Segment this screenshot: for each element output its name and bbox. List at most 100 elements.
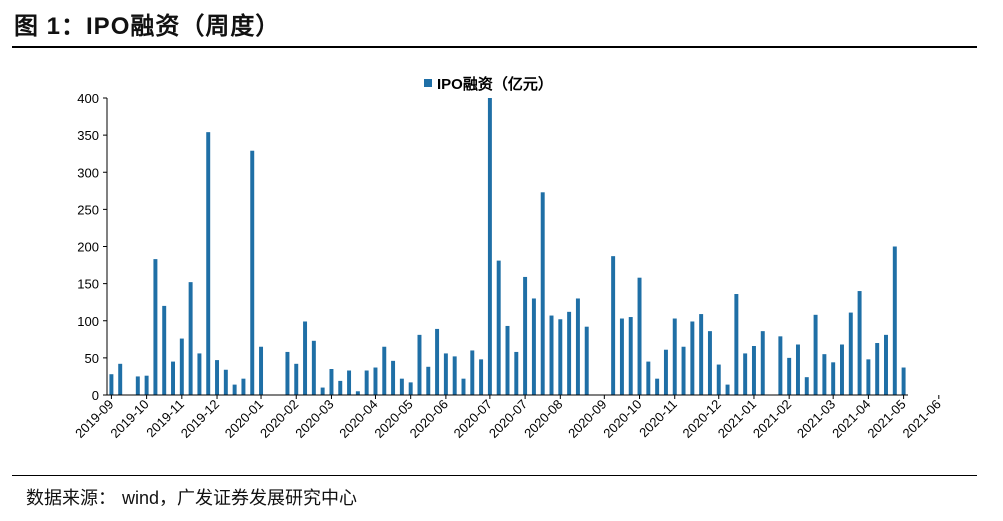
x-tick-label: 2020-07 — [451, 397, 495, 441]
bar — [109, 374, 114, 395]
bar — [619, 318, 624, 395]
x-tick-label: 2020-04 — [336, 397, 380, 441]
bar — [681, 346, 686, 395]
bar — [408, 382, 413, 395]
x-tick-label: 2020-10 — [600, 397, 644, 441]
bar — [364, 370, 369, 395]
bar — [778, 336, 783, 395]
bar — [135, 376, 140, 395]
bar — [549, 315, 554, 395]
bar — [707, 331, 712, 395]
bar — [646, 361, 651, 395]
bar — [690, 321, 695, 395]
x-tick-label: 2020-01 — [222, 397, 266, 441]
bar — [223, 369, 228, 395]
bar — [531, 298, 536, 395]
legend-label: IPO融资（亿元） — [437, 75, 553, 93]
bar — [743, 353, 748, 395]
bar — [628, 317, 633, 395]
bar — [725, 384, 730, 395]
x-tick-label: 2020-09 — [565, 397, 609, 441]
bar — [285, 351, 290, 395]
bar — [892, 246, 897, 395]
x-tick-label: 2020-06 — [407, 397, 451, 441]
bar — [567, 311, 572, 395]
bar — [795, 344, 800, 395]
source-text: wind，广发证券发展研究中心 — [122, 488, 358, 508]
y-tick-label: 150 — [77, 277, 99, 292]
legend-swatch — [424, 79, 432, 87]
bar — [699, 314, 704, 395]
bar — [452, 356, 457, 395]
y-tick-label: 300 — [77, 165, 99, 180]
bar — [118, 363, 123, 395]
x-tick-label: 2021-02 — [750, 397, 794, 441]
bar — [259, 346, 264, 395]
x-tick-label: 2019-12 — [178, 397, 222, 441]
x-tick-label: 2021-03 — [794, 397, 838, 441]
bar — [540, 192, 545, 395]
bar — [751, 346, 756, 395]
bar — [461, 378, 466, 395]
bar — [338, 380, 343, 395]
x-tick-label: 2021-04 — [829, 397, 873, 441]
bar — [426, 366, 431, 395]
x-tick-label: 2020-12 — [680, 397, 724, 441]
bar — [866, 359, 871, 395]
source-prefix: 数据来源： — [26, 488, 116, 508]
x-tick-label: 2020-02 — [257, 397, 301, 441]
bar — [663, 349, 668, 395]
bar — [373, 367, 378, 395]
bar — [197, 353, 202, 395]
bar — [443, 353, 448, 395]
legend: IPO融资（亿元） — [424, 75, 553, 93]
bar — [171, 361, 175, 395]
y-tick-label: 0 — [92, 388, 99, 403]
x-tick-label: 2020-05 — [371, 397, 415, 441]
bar — [355, 391, 360, 395]
bar — [320, 387, 325, 395]
bar — [716, 364, 721, 395]
bar — [760, 331, 765, 395]
bar — [144, 375, 149, 395]
x-tick-label: 2021-05 — [864, 397, 908, 441]
bar — [311, 340, 316, 395]
bar — [884, 334, 888, 395]
bar — [241, 378, 246, 395]
bar — [558, 319, 563, 395]
bar — [804, 377, 809, 395]
bar — [655, 378, 660, 395]
bar — [329, 369, 334, 395]
y-axis: 0 50 100 150 200 250 300 350 400 — [77, 91, 108, 403]
source-note: 数据来源： wind，广发证券发展研究中心 — [26, 484, 363, 510]
bar — [215, 360, 220, 395]
y-tick-label: 200 — [77, 240, 99, 255]
bar — [514, 351, 519, 395]
x-tick-label: 2020-07 — [486, 397, 530, 441]
bar — [813, 314, 818, 395]
y-tick-label: 100 — [77, 314, 99, 329]
bar — [848, 312, 853, 395]
bar — [575, 298, 580, 395]
bar — [831, 362, 836, 395]
bar — [822, 354, 827, 395]
bar — [382, 346, 387, 395]
bar — [901, 367, 906, 395]
x-tick-label: 2019-09 — [72, 397, 116, 441]
bar — [584, 326, 589, 395]
x-tick-label: 2021-01 — [715, 397, 759, 441]
bar — [840, 344, 844, 395]
bar — [232, 384, 237, 395]
x-tick-label: 2020-11 — [636, 397, 680, 441]
y-tick-label: 400 — [77, 91, 99, 106]
bar — [391, 360, 396, 395]
x-tick-label: 2019-10 — [107, 397, 151, 441]
bar — [857, 291, 862, 395]
bar — [787, 357, 792, 396]
bar-series — [109, 98, 906, 396]
source-rule — [12, 475, 977, 476]
title-rule — [12, 46, 977, 48]
bar — [206, 132, 211, 395]
